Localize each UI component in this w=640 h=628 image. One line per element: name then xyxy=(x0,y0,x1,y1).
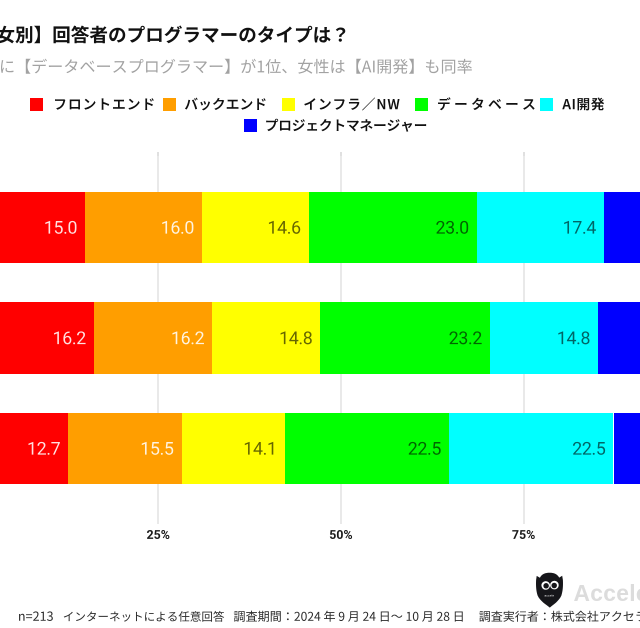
svg-text:accele: accele xyxy=(544,593,554,597)
